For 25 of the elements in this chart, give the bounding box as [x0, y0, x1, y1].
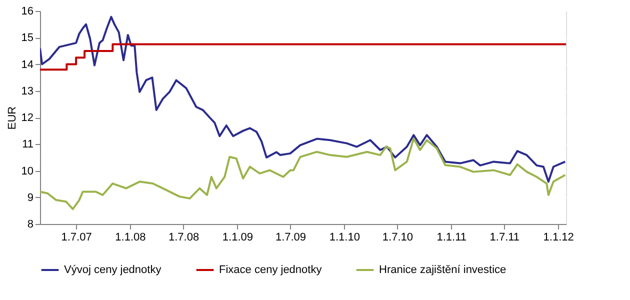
x-tick-label: 1.7.07 [61, 232, 92, 244]
x-tick-label: 1.1.10 [329, 232, 360, 244]
y-tick-label: 8 [27, 218, 34, 230]
line-series [40, 138, 566, 210]
legend-label: Fixace ceny jednotky [219, 264, 322, 276]
x-tick-label: 1.7.10 [382, 232, 414, 244]
legend-label: Hranice zajištění investice [379, 264, 506, 276]
x-tick-label: 1.1.09 [222, 232, 254, 244]
y-tick-label: 14 [21, 58, 34, 71]
y-tick-label: 10 [21, 165, 34, 178]
y-tick-label: 13 [21, 85, 34, 98]
y-tick-label: 15 [21, 32, 34, 44]
x-tick-label: 1.1.12 [543, 232, 574, 244]
x-tick-label: 1.1.08 [115, 232, 146, 244]
x-tick-label: 1.7.08 [168, 232, 200, 244]
y-tick-label: 16 [21, 6, 34, 18]
line-series [40, 16, 566, 183]
y-tick-label: 11 [22, 138, 34, 151]
x-tick-label: 1.1.11 [436, 232, 467, 244]
y-tick-label: 12 [21, 112, 34, 124]
y-axis-title: EUR [6, 106, 18, 130]
x-tick-label: 1.7.09 [275, 232, 306, 244]
x-tick-label: 1.7.11 [490, 232, 520, 244]
y-tick-label: 9 [27, 192, 34, 204]
legend-label: Vývoj ceny jednotky [64, 264, 162, 276]
